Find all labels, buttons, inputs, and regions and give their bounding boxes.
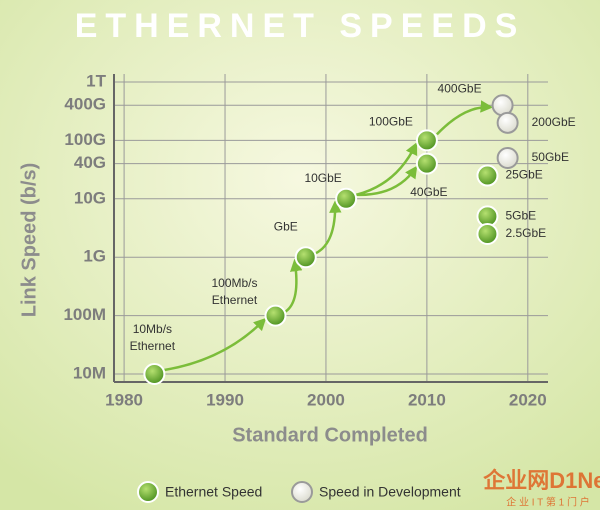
data-point: [476, 222, 499, 245]
x-tick-label: 2020: [509, 390, 547, 409]
point-label: 100Mb/s: [211, 276, 257, 290]
y-tick-label: 100M: [63, 305, 106, 324]
watermark-brand: 企业网D1Net: [482, 468, 600, 493]
data-point: [496, 111, 519, 134]
x-axis-label: Standard Completed: [232, 424, 428, 446]
point-label: 400GbE: [438, 81, 482, 95]
legend-marker: [291, 481, 313, 503]
x-tick-label: 1990: [206, 390, 244, 409]
point-label: 40GbE: [410, 185, 447, 199]
point-label: 200GbE: [532, 115, 576, 129]
trend-arrow: [356, 165, 418, 197]
trend-arrow: [355, 142, 418, 197]
chart-title: ETHERNET SPEEDS: [75, 7, 526, 45]
x-tick-label: 2010: [408, 390, 446, 409]
point-label: 5GbE: [505, 209, 536, 223]
point-label: 10GbE: [304, 171, 341, 185]
point-label: 100GbE: [369, 115, 413, 129]
y-tick-label: 100G: [64, 130, 106, 149]
trend-arrow: [284, 258, 303, 313]
data-point: [415, 129, 438, 152]
point-label: 10Mb/s: [133, 322, 172, 336]
trend-arrow: [164, 317, 267, 372]
watermark-slogan: 企 业 I T 第 1 门 户: [506, 496, 590, 509]
data-point: [335, 187, 358, 210]
point-label: GbE: [274, 219, 298, 233]
data-point: [496, 146, 519, 169]
legend-label: Speed in Development: [319, 484, 461, 500]
point-label: 50GbE: [532, 150, 569, 164]
y-tick-label: 400G: [64, 95, 106, 114]
point-label: Ethernet: [130, 339, 176, 353]
point-label: Ethernet: [212, 293, 258, 307]
trend-arrow: [435, 100, 494, 136]
legend-marker: [137, 481, 159, 503]
point-label: 25GbE: [505, 168, 542, 182]
legend-label: Ethernet Speed: [165, 484, 262, 500]
x-tick-label: 1980: [105, 390, 143, 409]
data-point: [415, 152, 438, 175]
y-axis-label: Link Speed (b/s): [18, 163, 40, 317]
y-tick-label: 10G: [74, 188, 106, 207]
data-point: [264, 304, 287, 327]
y-tick-label: 40G: [74, 153, 106, 172]
data-point: [476, 164, 499, 187]
data-point: [294, 246, 317, 269]
y-tick-label: 1G: [83, 247, 106, 266]
x-tick-label: 2000: [307, 390, 345, 409]
trend-arrow: [315, 200, 342, 255]
data-point: [143, 363, 166, 385]
y-tick-label: 10M: [73, 363, 106, 382]
point-label: 2.5GbE: [505, 226, 546, 240]
y-tick-label: 1T: [86, 71, 106, 90]
